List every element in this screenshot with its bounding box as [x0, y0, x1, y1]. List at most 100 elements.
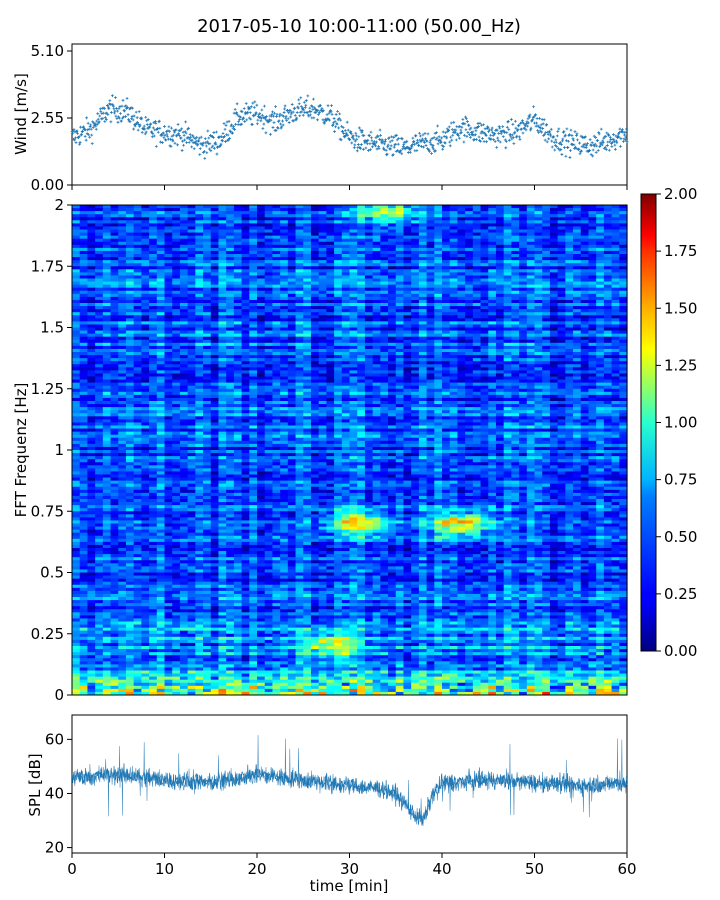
spectrogram-cell — [573, 296, 582, 301]
spectrogram-cell — [295, 358, 304, 362]
spectrogram-cell — [233, 214, 243, 218]
spectrogram-cell — [303, 254, 312, 258]
wind-point — [297, 102, 301, 106]
spectrogram-cell — [364, 263, 374, 267]
spectrogram-cell — [226, 367, 235, 371]
spectrogram-cell — [465, 208, 474, 212]
spectrogram-cell — [318, 333, 327, 338]
spectrogram-cell — [149, 306, 158, 310]
spectrogram-cell — [310, 330, 320, 335]
spectrogram-cell — [549, 241, 559, 246]
wind-point — [190, 138, 194, 142]
spectrogram-cell — [249, 287, 258, 292]
spectrogram-cell — [596, 327, 605, 331]
spectrogram-cell — [195, 321, 204, 325]
spectrogram-cell — [588, 327, 597, 331]
spectrogram-cell — [611, 269, 620, 273]
spectrogram-cell — [295, 257, 304, 261]
spectrogram-cell — [310, 327, 320, 331]
spectrogram-cell — [611, 287, 620, 292]
spectrogram-cell — [295, 303, 304, 307]
spectrogram-cell — [241, 309, 250, 313]
spectrogram-cell — [557, 257, 566, 261]
spectrogram-cell — [580, 214, 590, 218]
spectrogram-cell — [465, 257, 474, 261]
spectrogram-cell — [172, 358, 181, 362]
spectrogram-cell — [95, 299, 104, 304]
spectrogram-cell — [287, 306, 297, 310]
wind-point — [202, 149, 206, 153]
spectrogram-cell — [280, 205, 289, 209]
spectrogram-cell — [603, 257, 613, 261]
spectrogram-cell — [179, 272, 189, 276]
spectrogram-cell — [426, 223, 435, 227]
spectrogram-cell — [357, 361, 366, 365]
spectrogram-cell — [249, 254, 258, 258]
spectrogram-cell — [210, 299, 220, 304]
spectrogram-cell — [341, 238, 351, 243]
spectrogram-cell — [511, 220, 520, 224]
spectrogram-cell — [472, 364, 482, 368]
spectrogram-cell — [503, 217, 512, 221]
spectrogram-cell — [241, 263, 250, 267]
spectrogram-cell — [580, 226, 590, 230]
spectrogram-cell — [519, 336, 528, 341]
spectrogram-cell — [226, 355, 235, 359]
spectrogram-cell — [87, 214, 96, 218]
spectrogram-cell — [310, 287, 320, 292]
spectrogram-cell — [611, 312, 620, 316]
spectrogram-cell — [210, 309, 220, 313]
spectrogram-cell — [372, 263, 381, 267]
spectrogram-cell — [457, 293, 466, 298]
spectrogram-cell — [388, 266, 397, 270]
spectrogram-cell — [295, 324, 304, 328]
spectrogram-cell — [411, 364, 420, 368]
spectrogram-cell — [488, 361, 497, 365]
spectrogram-cell — [542, 303, 551, 307]
spectrogram-cell — [179, 321, 189, 325]
spectrogram-cell — [495, 217, 505, 221]
spectrogram-cell — [442, 290, 451, 295]
spectrogram-cell — [480, 241, 489, 246]
spectrogram-cell — [272, 235, 281, 240]
spectrogram-cell — [264, 214, 274, 218]
wind-point — [182, 143, 186, 147]
spectrogram-cell — [79, 241, 89, 246]
spectrogram-cell — [418, 250, 428, 255]
spectrogram-cell — [549, 250, 559, 255]
spectrogram-cell — [557, 260, 566, 264]
spectrogram-cell — [442, 367, 451, 371]
spectrogram-cell — [149, 278, 158, 282]
spectrogram-cell — [187, 315, 196, 319]
spectrogram-cell — [72, 247, 81, 252]
spectrogram-cell — [480, 281, 489, 286]
spectrogram-cell — [480, 361, 489, 365]
wind-point — [203, 137, 207, 141]
spectrogram-cell — [156, 327, 166, 331]
spectrogram-cell — [596, 361, 605, 365]
spectrogram-cell — [272, 293, 281, 298]
spectrogram-cell — [195, 324, 204, 328]
spectrogram-cell — [418, 217, 428, 221]
spectrogram-cell — [334, 250, 343, 255]
spectrogram-cell — [395, 342, 405, 347]
spectrogram-cell — [133, 348, 142, 353]
spectrogram-cell — [380, 260, 389, 264]
spectrogram-cell — [488, 345, 497, 350]
spectrogram-cell — [442, 358, 451, 362]
spectrogram-cell — [611, 232, 620, 237]
spectrogram-cell — [349, 241, 358, 246]
spectrogram-cell — [603, 345, 613, 350]
spectrogram-cell — [334, 330, 343, 335]
spectrogram-cell — [395, 244, 405, 249]
spectrogram-cell — [495, 278, 505, 282]
spectrogram-cell — [118, 309, 127, 313]
spectrogram-cell — [503, 220, 512, 224]
wind-point — [178, 129, 182, 132]
spectrogram-cell — [187, 330, 196, 335]
spectrogram-cell — [233, 254, 243, 258]
spectrogram-cell — [542, 284, 551, 289]
spectrogram-cell — [72, 315, 81, 319]
spectrogram-cell — [72, 336, 81, 341]
spectrogram-cell — [380, 217, 389, 221]
